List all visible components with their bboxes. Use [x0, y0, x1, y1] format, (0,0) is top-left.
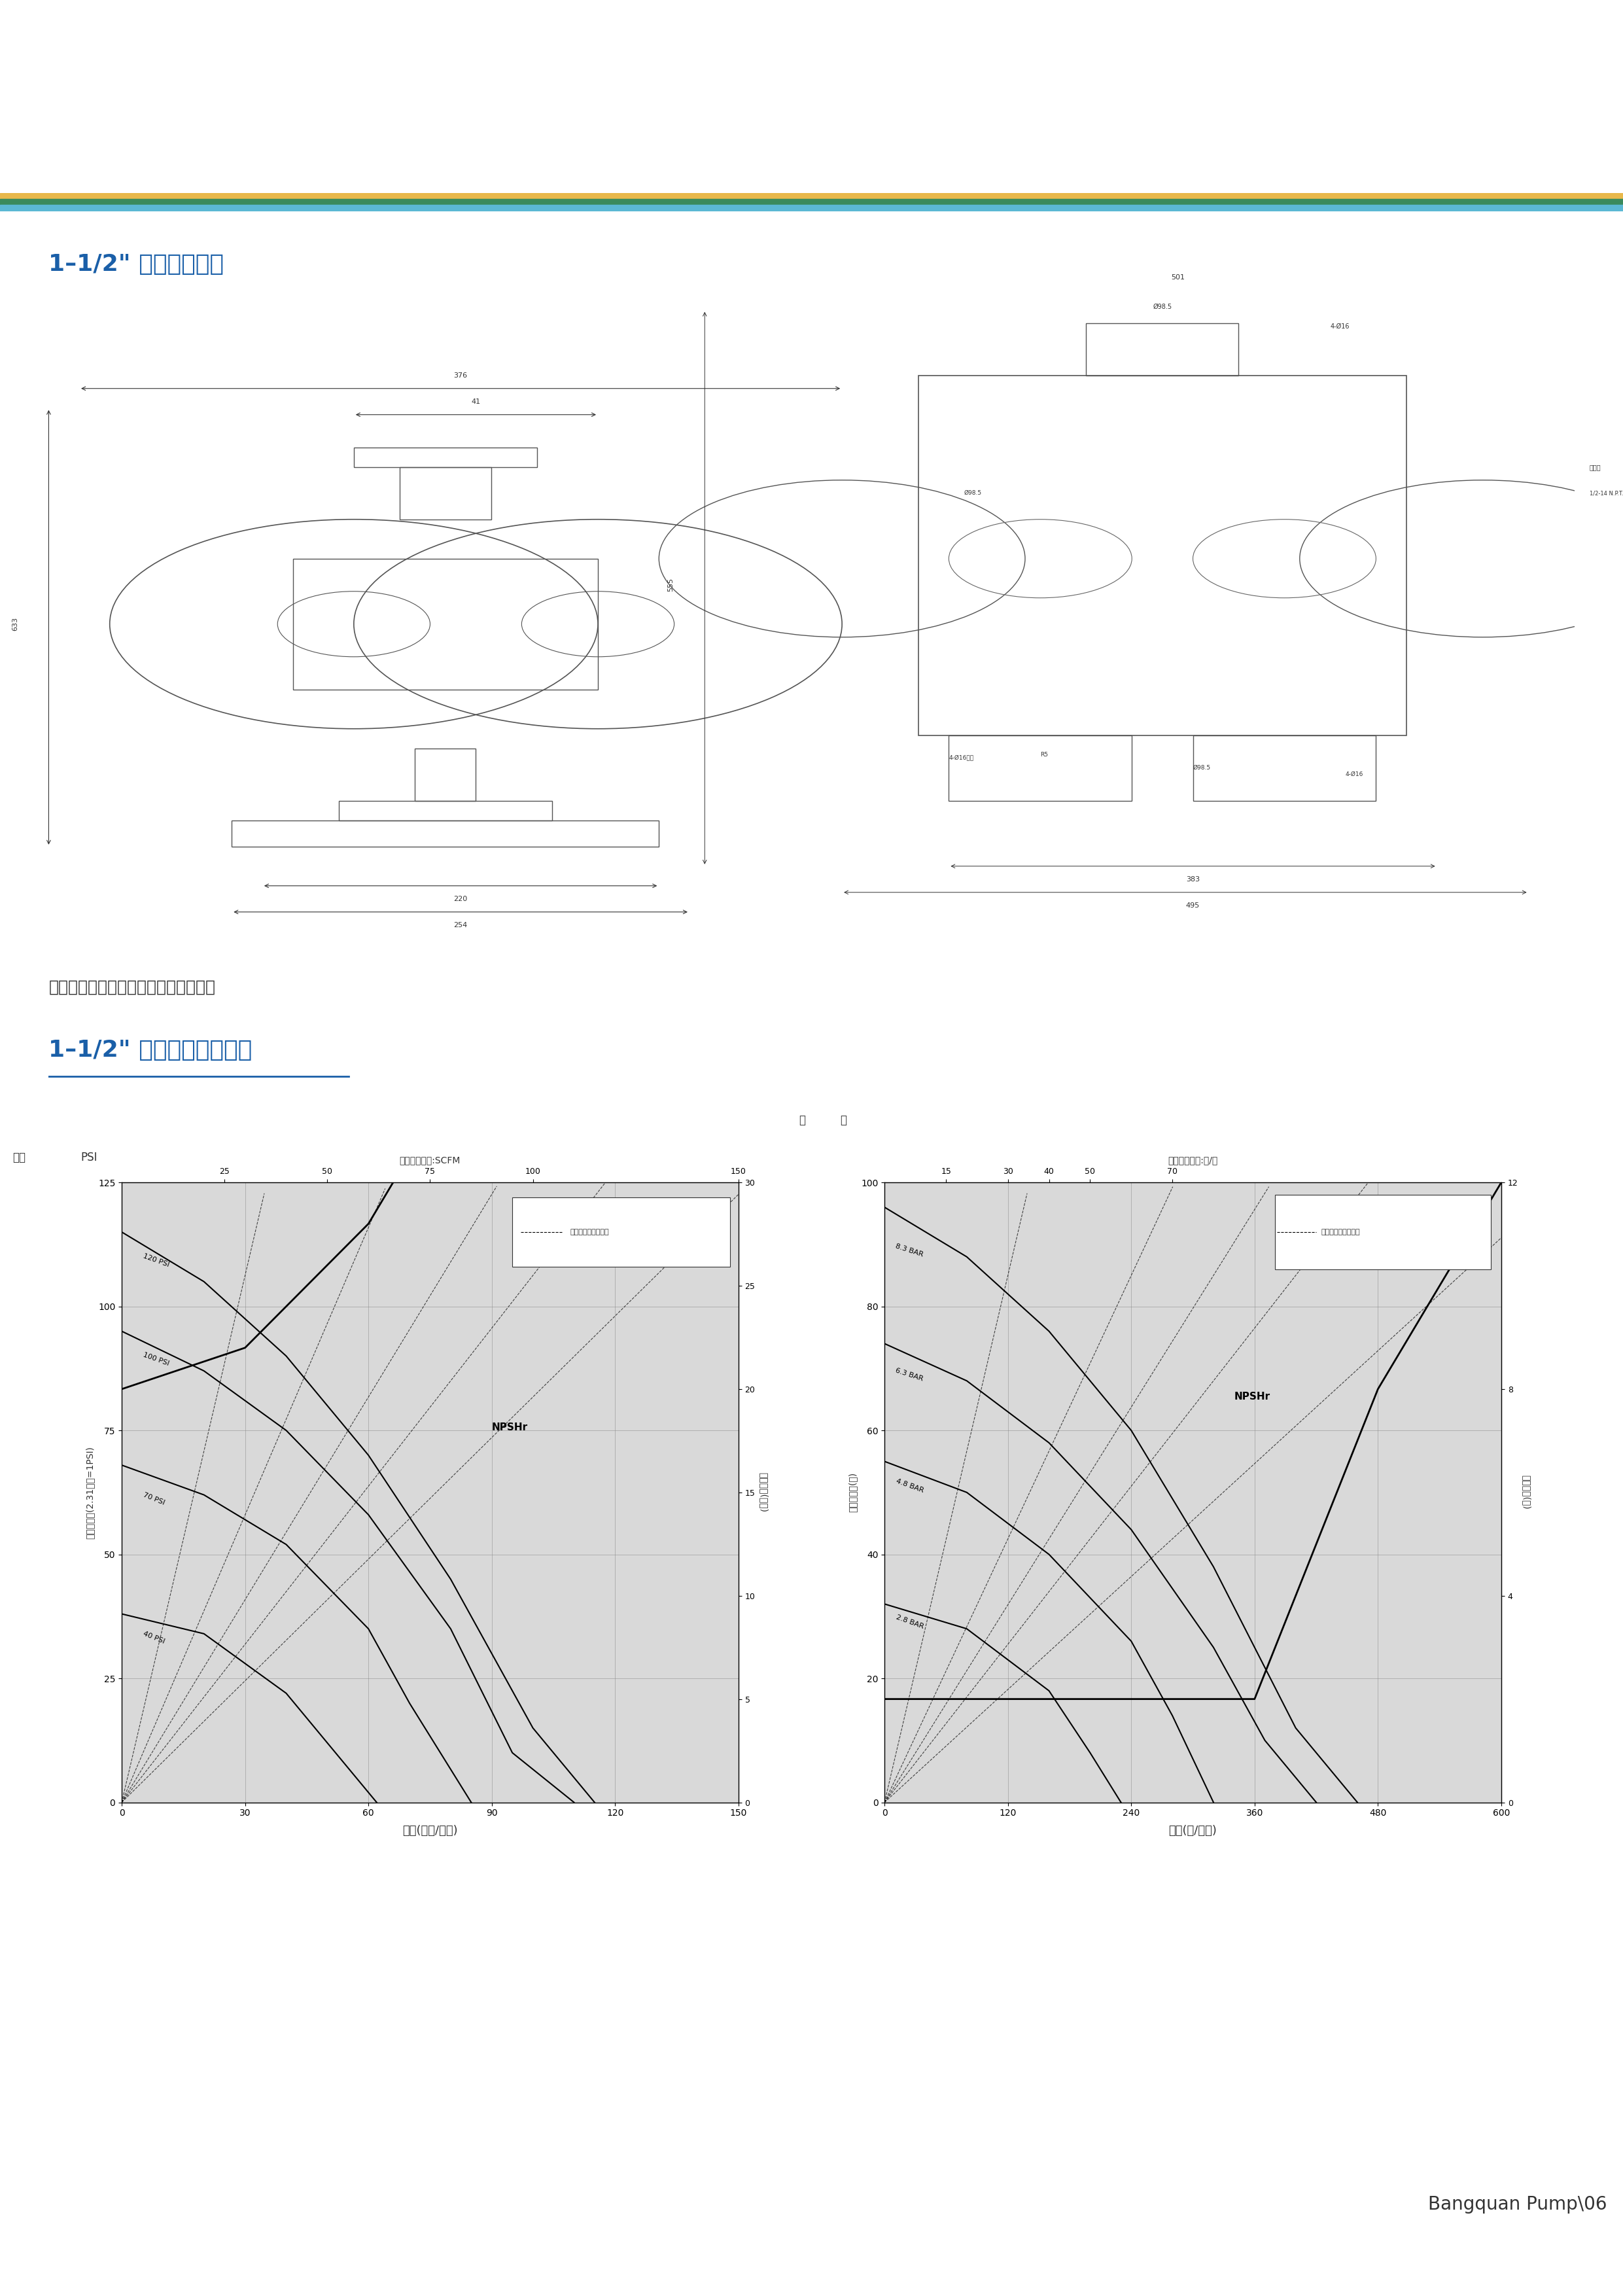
Bar	[1086, 324, 1238, 374]
Text: 40 PSI: 40 PSI	[143, 1630, 166, 1644]
Text: 米: 米	[799, 1114, 805, 1127]
Text: 1–1/2" 非金屬泵尺寸: 1–1/2" 非金屬泵尺寸	[49, 253, 224, 276]
Text: 4-Ø16: 4-Ø16	[1331, 324, 1349, 331]
Text: 501: 501	[1170, 273, 1185, 280]
Text: Ø98.5: Ø98.5	[1152, 303, 1172, 310]
X-axis label: 流量(加侖/分鐘): 流量(加侖/分鐘)	[403, 1825, 458, 1837]
Text: 100 PSI: 100 PSI	[143, 1352, 170, 1366]
Text: 1/2-14 N.P.T.F.-1: 1/2-14 N.P.T.F.-1	[1589, 491, 1623, 496]
Text: 220: 220	[454, 895, 467, 902]
Text: 4-Ø16: 4-Ø16	[1345, 771, 1363, 778]
Bar	[919, 374, 1407, 735]
Text: 254: 254	[454, 921, 467, 928]
Text: 1–1/2" 非金屬泵性能曲線: 1–1/2" 非金屬泵性能曲線	[49, 1040, 252, 1061]
Bar	[339, 801, 552, 820]
Text: Ø98.5: Ø98.5	[1193, 765, 1211, 771]
Bar	[0, 204, 1623, 211]
Bar	[1276, 1194, 1492, 1270]
Y-axis label: 排出總壓水(米): 排出總壓水(米)	[849, 1472, 857, 1513]
Text: 巴: 巴	[841, 1114, 847, 1127]
Y-axis label: 汽蝕余量(米): 汽蝕余量(米)	[1522, 1474, 1530, 1511]
Text: 4-Ø16槽口: 4-Ø16槽口	[949, 755, 974, 760]
Text: 英尺: 英尺	[13, 1153, 26, 1164]
Text: 120 PSI: 120 PSI	[143, 1254, 170, 1267]
X-axis label: 流量(升/分鐘): 流量(升/分鐘)	[1169, 1825, 1217, 1837]
Bar	[1193, 735, 1376, 801]
Text: R5: R5	[1040, 753, 1048, 758]
Bar	[949, 735, 1131, 801]
Text: NPSHr: NPSHr	[1233, 1391, 1271, 1401]
Bar	[399, 466, 492, 519]
Text: 376: 376	[454, 372, 467, 379]
X-axis label: 耗氣量，單位:升/秒: 耗氣量，單位:升/秒	[1169, 1155, 1217, 1164]
Text: 495: 495	[1186, 902, 1199, 909]
Y-axis label: 排出總壓頭(2.31英尺=1PSI): 排出總壓頭(2.31英尺=1PSI)	[86, 1446, 94, 1538]
Text: 555: 555	[667, 579, 674, 592]
X-axis label: 耗氣量，單位:SCFM: 耗氣量，單位:SCFM	[399, 1155, 461, 1164]
Y-axis label: 汽蝕余量(英尺): 汽蝕余量(英尺)	[760, 1472, 768, 1513]
Text: 633: 633	[11, 618, 18, 631]
Bar	[292, 558, 597, 689]
Text: 進氣口: 進氣口	[1589, 464, 1602, 471]
Bar	[0, 200, 1623, 204]
Text: NPSHr: NPSHr	[492, 1424, 527, 1433]
Text: 383: 383	[1186, 877, 1199, 882]
Text: 6.3 BAR: 6.3 BAR	[894, 1366, 923, 1382]
Text: 1-1/2" 非金屬泵: 1-1/2" 非金屬泵	[49, 103, 260, 138]
Text: Ø98.5: Ø98.5	[964, 491, 982, 496]
Bar	[232, 820, 659, 847]
Text: PSI: PSI	[81, 1153, 97, 1164]
Text: 基于室溫下水的性能: 基于室溫下水的性能	[570, 1228, 609, 1235]
Text: 70 PSI: 70 PSI	[143, 1492, 166, 1506]
Text: 41: 41	[471, 397, 480, 404]
Text: Bangquan Pump\06: Bangquan Pump\06	[1428, 2195, 1607, 2213]
Bar	[513, 1196, 730, 1267]
Bar	[354, 448, 537, 466]
Bar	[0, 193, 1623, 200]
Text: 基于室溫下水的性能: 基于室溫下水的性能	[1321, 1228, 1360, 1235]
Text: 2.8 BAR: 2.8 BAR	[894, 1614, 925, 1630]
Text: 注：所有尺寸僅供參考，單位為毫米。: 注：所有尺寸僅供參考，單位為毫米。	[49, 980, 216, 994]
Text: 8.3 BAR: 8.3 BAR	[894, 1242, 925, 1258]
Text: 4.8 BAR: 4.8 BAR	[894, 1479, 925, 1495]
Bar	[415, 748, 476, 801]
